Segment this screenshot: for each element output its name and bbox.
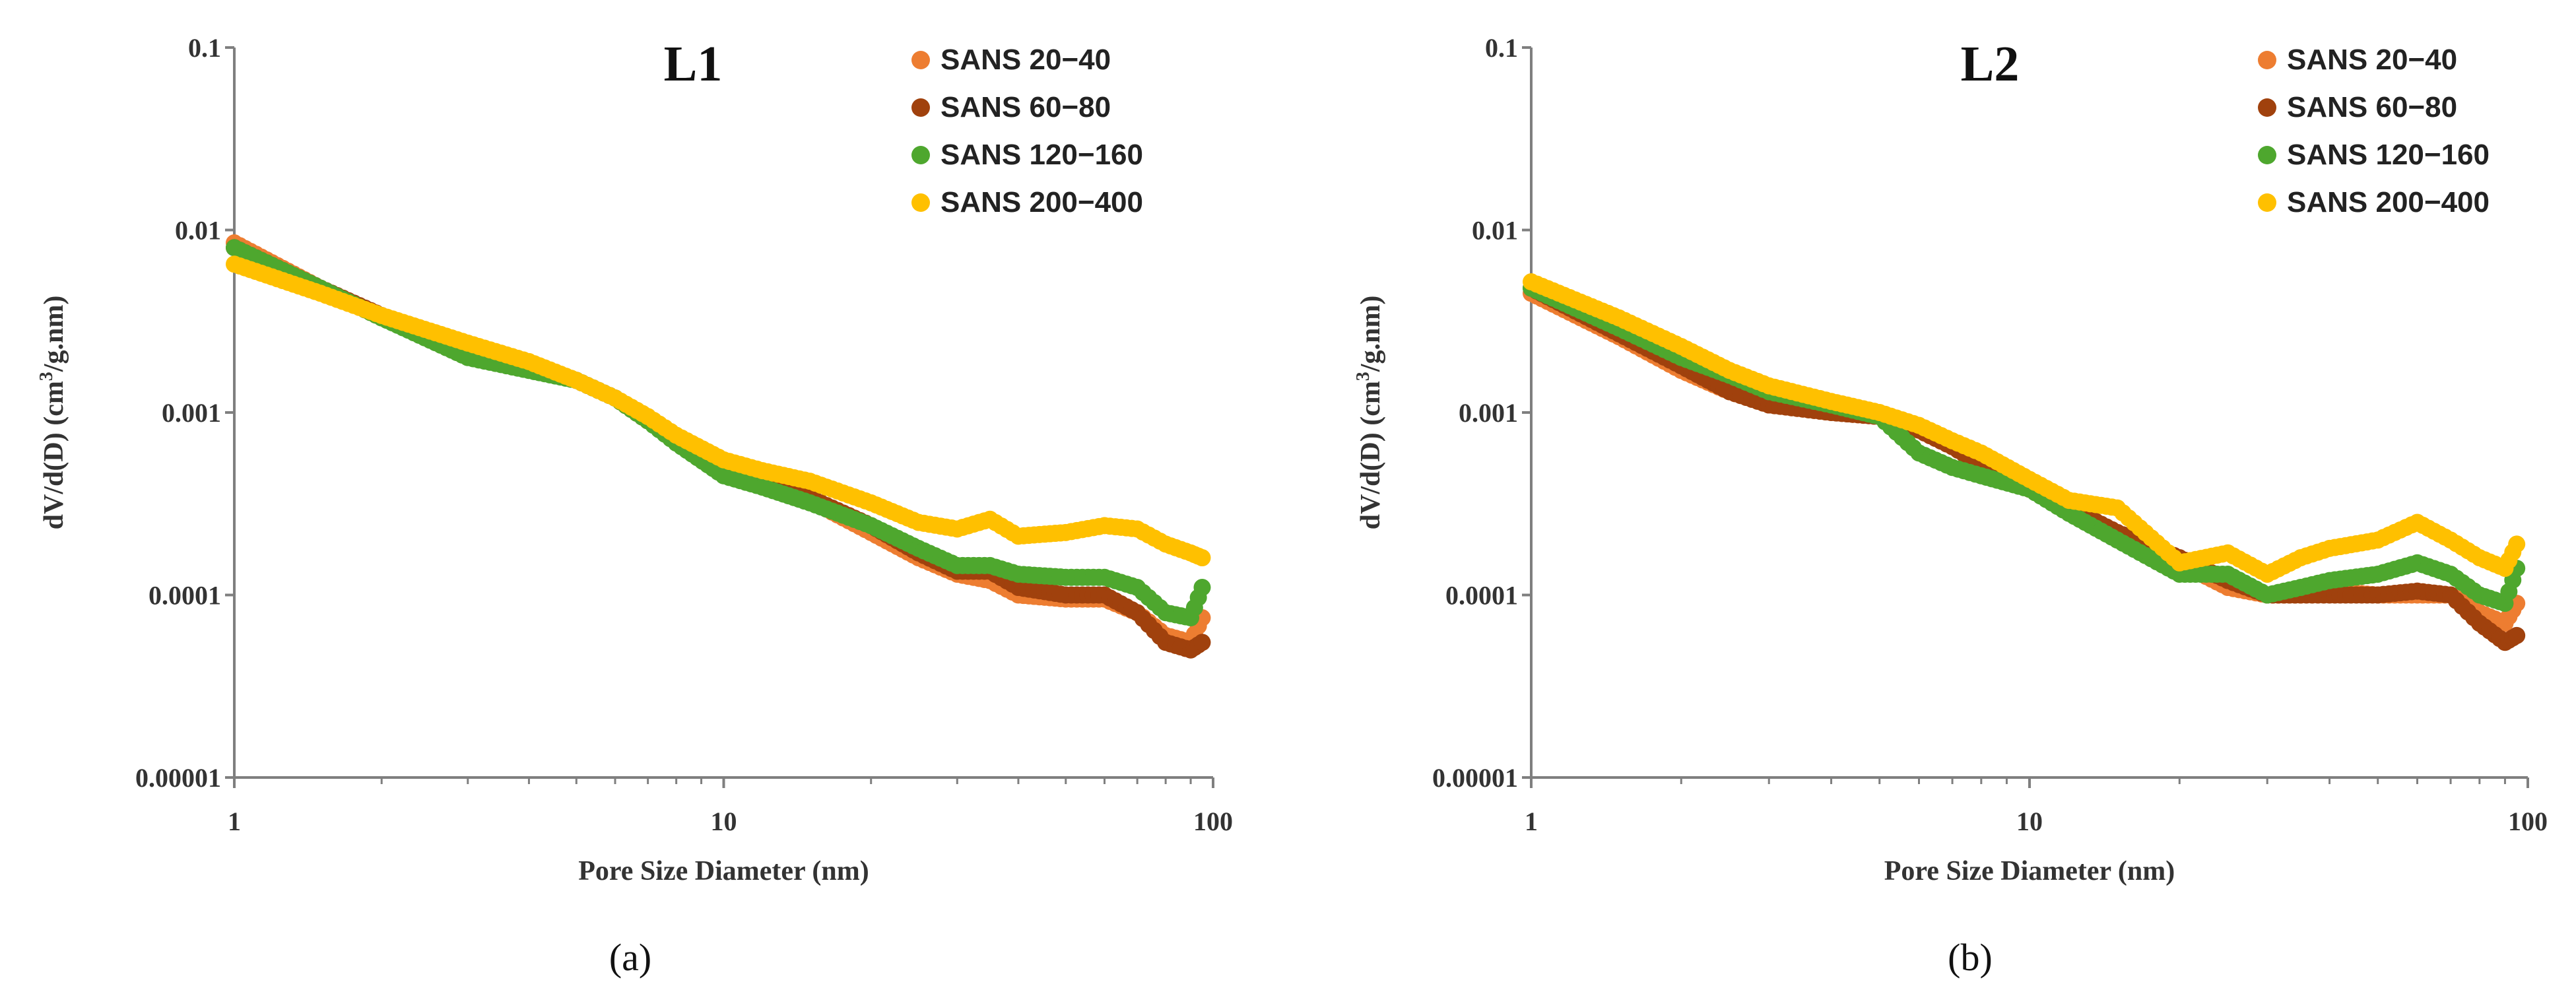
legend-marker xyxy=(2258,51,2276,69)
data-point xyxy=(1193,549,1211,567)
chart-panel-2: 0.00001 0.0001 0.001 0.01 0.1 1 10 100 Pore Size… xyxy=(1353,33,2548,979)
chart-title: L2 xyxy=(1961,36,2020,92)
series-3 xyxy=(1523,279,2526,612)
legend-label: SANS 120−160 xyxy=(941,139,1143,171)
series-4 xyxy=(1523,273,2526,583)
y-tick-label: 0.00001 xyxy=(135,763,221,793)
data-point xyxy=(1193,634,1211,651)
data-point xyxy=(2508,535,2526,553)
series-3 xyxy=(226,239,1211,627)
y-tick-label: 0.01 xyxy=(1472,216,1518,246)
y-tick-label: 0.0001 xyxy=(1445,581,1518,611)
x-tick-label: 1 xyxy=(228,807,241,836)
legend-marker xyxy=(2258,98,2276,117)
legend-marker xyxy=(911,193,930,212)
data-point xyxy=(2508,626,2526,644)
y-axis-title: dV/d(D) (cm3/g.nm) xyxy=(36,296,69,530)
y-axis-title: dV/d(D) (cm3/g.nm) xyxy=(1353,296,1386,530)
legend-label: SANS 20−40 xyxy=(2287,44,2457,76)
x-tick-label: 10 xyxy=(711,807,737,836)
series-4 xyxy=(226,255,1211,567)
x-tick-label: 1 xyxy=(1525,807,1538,836)
legend-label: SANS 60−80 xyxy=(2287,91,2457,123)
x-tick-label: 100 xyxy=(1193,807,1233,836)
panel-caption: (a) xyxy=(609,936,651,979)
legend: SANS 20−40 SANS 60−80 SANS 120−160 SANS 200… xyxy=(2258,44,2490,218)
y-axis-title-tail: /g.nm) xyxy=(39,296,69,373)
legend-marker xyxy=(2258,193,2276,212)
legend-label: SANS 200−400 xyxy=(941,186,1143,218)
y-axis-title-superscript: 3 xyxy=(1353,372,1373,381)
y-tick-label: 0.0001 xyxy=(149,581,221,611)
data-point xyxy=(1193,579,1211,597)
x-axis-title: Pore Size Diameter (nm) xyxy=(578,856,869,886)
legend: SANS 20−40 SANS 60−80 SANS 120−160 SANS 200… xyxy=(911,44,1143,218)
legend-marker xyxy=(911,98,930,117)
x-axis-title: Pore Size Diameter (nm) xyxy=(1884,856,2175,886)
y-axis-title-superscript: 3 xyxy=(36,372,57,381)
y-tick-label: 0.001 xyxy=(1459,398,1518,428)
legend-marker xyxy=(911,51,930,69)
legend-label: SANS 60−80 xyxy=(941,91,1111,123)
legend-label: SANS 120−160 xyxy=(2287,139,2490,171)
legend-marker xyxy=(911,146,930,164)
panel-caption: (b) xyxy=(1948,936,1993,979)
y-tick-label: 0.1 xyxy=(1485,33,1518,63)
legend-label: SANS 200−400 xyxy=(2287,186,2490,218)
legend-label: SANS 20−40 xyxy=(941,44,1111,76)
chart-title: L1 xyxy=(664,36,723,92)
x-tick-label: 10 xyxy=(2016,807,2043,836)
legend-marker xyxy=(2258,146,2276,164)
y-tick-label: 0.1 xyxy=(188,33,221,63)
x-tick-label: 100 xyxy=(2508,807,2548,836)
y-tick-label: 0.01 xyxy=(175,216,221,246)
y-tick-label: 0.001 xyxy=(162,398,221,428)
y-tick-label: 0.00001 xyxy=(1432,763,1518,793)
y-axis-title-tail: /g.nm) xyxy=(1356,296,1386,373)
y-axis-title-main: dV/d(D) (cm xyxy=(39,381,69,529)
chart-panel-1: 0.00001 0.0001 0.001 0.01 0.1 1 10 100 Pore Size… xyxy=(36,33,1233,979)
y-axis-title-main: dV/d(D) (cm xyxy=(1356,381,1386,529)
